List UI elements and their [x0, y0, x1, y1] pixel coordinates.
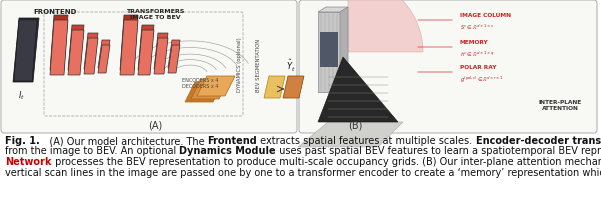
FancyBboxPatch shape — [299, 0, 597, 133]
Polygon shape — [348, 0, 423, 52]
Text: BEV SEGMENTATION: BEV SEGMENTATION — [255, 38, 260, 91]
Polygon shape — [68, 25, 84, 70]
Text: Network: Network — [5, 157, 52, 167]
Polygon shape — [168, 40, 180, 68]
Polygon shape — [120, 15, 138, 70]
Text: MEMORY: MEMORY — [460, 40, 489, 45]
Polygon shape — [50, 20, 68, 75]
Text: Fig. 1.: Fig. 1. — [5, 136, 40, 146]
Text: IMAGE COLUMN: IMAGE COLUMN — [460, 13, 511, 18]
Text: (A): (A) — [148, 120, 162, 130]
Text: $S^c \in \mathbb{R}^{d \times 1 \times s}$: $S^c \in \mathbb{R}^{d \times 1 \times s… — [460, 23, 494, 32]
Text: processes the BEV representation to produce multi-scale occupancy grids. (B) Our: processes the BEV representation to prod… — [52, 157, 601, 167]
Text: Dynamics Module: Dynamics Module — [179, 147, 276, 156]
Polygon shape — [320, 32, 338, 67]
Text: INTER-PLANE
ATTENTION: INTER-PLANE ATTENTION — [538, 100, 582, 111]
Polygon shape — [14, 20, 37, 81]
Polygon shape — [120, 20, 138, 75]
Polygon shape — [191, 79, 229, 99]
Polygon shape — [264, 76, 285, 98]
Text: extracts spatial features at multiple scales.: extracts spatial features at multiple sc… — [257, 136, 475, 146]
Polygon shape — [154, 38, 168, 74]
Text: Frontend: Frontend — [207, 136, 257, 146]
Polygon shape — [283, 76, 304, 98]
Polygon shape — [138, 30, 154, 75]
Text: $\mathit{I}_t$: $\mathit{I}_t$ — [17, 90, 25, 103]
Text: (B): (B) — [348, 120, 362, 130]
Polygon shape — [318, 12, 340, 92]
Text: uses past spatial BEV features to learn a spatiotemporal BEV representation. A B: uses past spatial BEV features to learn … — [276, 147, 601, 156]
Text: POLAR RAY: POLAR RAY — [460, 65, 496, 70]
Polygon shape — [168, 45, 180, 73]
Polygon shape — [50, 15, 68, 70]
Text: vertical scan lines in the image are passed one by one to a transformer encoder : vertical scan lines in the image are pas… — [5, 168, 601, 177]
Polygon shape — [185, 82, 223, 102]
Polygon shape — [340, 7, 348, 92]
Polygon shape — [138, 25, 154, 70]
Text: DYNAMICS (optional): DYNAMICS (optional) — [237, 38, 242, 92]
Text: $g^{(\mathrm{pol},c)} \in \mathbb{R}^{d \times r \times 1}$: $g^{(\mathrm{pol},c)} \in \mathbb{R}^{d … — [460, 75, 504, 85]
Text: TRANSFORMERS
IMAGE TO BEV: TRANSFORMERS IMAGE TO BEV — [126, 9, 184, 20]
Polygon shape — [318, 7, 348, 12]
Polygon shape — [197, 76, 235, 96]
Polygon shape — [84, 38, 98, 74]
Text: (A) Our model architecture. The: (A) Our model architecture. The — [40, 136, 207, 146]
Text: $h^c \in \mathbb{R}^{d \times 1 \times q}$: $h^c \in \mathbb{R}^{d \times 1 \times q… — [460, 50, 495, 59]
Polygon shape — [13, 18, 39, 82]
Text: Encoder-decoder transformers: Encoder-decoder transformers — [475, 136, 601, 146]
Text: from the image to BEV. An optional: from the image to BEV. An optional — [5, 147, 179, 156]
Polygon shape — [98, 45, 110, 73]
Polygon shape — [154, 33, 168, 69]
Polygon shape — [68, 30, 84, 75]
Text: ENCODERS x 4: ENCODERS x 4 — [182, 78, 218, 83]
Polygon shape — [318, 57, 398, 122]
FancyBboxPatch shape — [1, 0, 297, 133]
Text: DECODERS x 4: DECODERS x 4 — [182, 84, 218, 89]
Polygon shape — [98, 40, 110, 68]
Text: $\hat{Y}_t$: $\hat{Y}_t$ — [286, 58, 296, 74]
Text: FRONTEND: FRONTEND — [33, 9, 77, 15]
Polygon shape — [84, 33, 98, 69]
Polygon shape — [298, 122, 403, 147]
